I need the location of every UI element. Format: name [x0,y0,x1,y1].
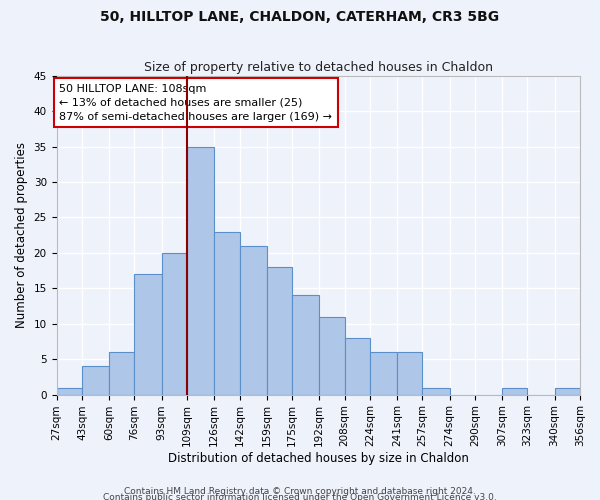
Bar [82,366,109,394]
Text: 50, HILLTOP LANE, CHALDON, CATERHAM, CR3 5BG: 50, HILLTOP LANE, CHALDON, CATERHAM, CR3… [100,10,500,24]
Bar [109,352,134,395]
Bar [266,267,292,394]
Title: Size of property relative to detached houses in Chaldon: Size of property relative to detached ho… [144,62,493,74]
Bar [397,352,422,395]
Text: 50 HILLTOP LANE: 108sqm
← 13% of detached houses are smaller (25)
87% of semi-de: 50 HILLTOP LANE: 108sqm ← 13% of detache… [59,84,332,122]
Text: Contains public sector information licensed under the Open Government Licence v3: Contains public sector information licen… [103,492,497,500]
Bar [370,352,397,395]
Bar [422,388,449,394]
Text: Contains HM Land Registry data © Crown copyright and database right 2024.: Contains HM Land Registry data © Crown c… [124,486,476,496]
Bar [239,246,266,394]
Bar [161,253,187,394]
Bar [344,338,370,394]
Bar [502,388,527,394]
Bar [554,388,580,394]
Y-axis label: Number of detached properties: Number of detached properties [15,142,28,328]
Bar [56,388,82,394]
X-axis label: Distribution of detached houses by size in Chaldon: Distribution of detached houses by size … [168,452,469,465]
Bar [214,232,239,394]
Bar [292,296,319,394]
Bar [134,274,161,394]
Bar [187,146,214,394]
Bar [319,316,344,394]
